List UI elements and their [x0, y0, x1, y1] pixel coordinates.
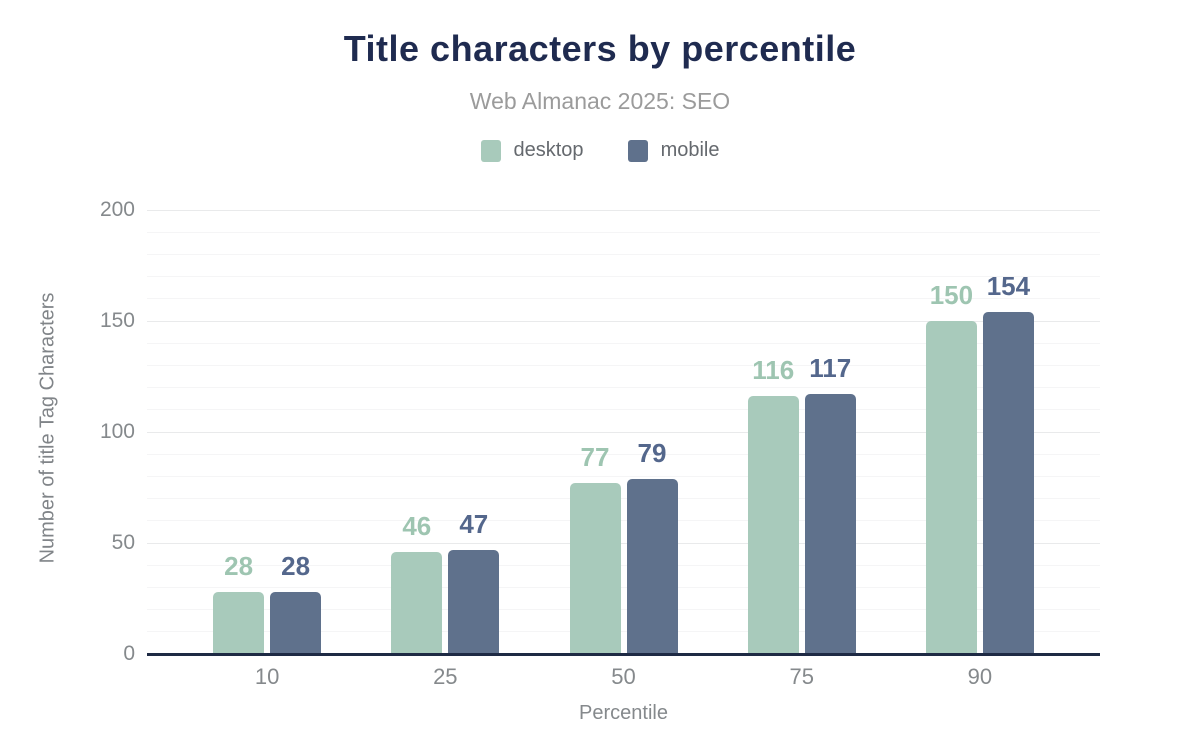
desktop-bar-value-label: 46	[402, 510, 432, 541]
bar-wrap-mobile: 79	[626, 440, 678, 654]
bar-group-50: 77 79	[534, 210, 712, 654]
mobile-swatch-icon	[627, 139, 648, 162]
gridline-minor	[147, 253, 1100, 255]
x-tick-label: 90	[967, 664, 993, 689]
x-axis-title: Percentile	[579, 702, 668, 724]
desktop-bar	[569, 483, 621, 654]
gridline-major	[147, 320, 1100, 322]
desktop-bar	[213, 591, 265, 654]
gridline-minor	[147, 276, 1100, 278]
legend-item-mobile: mobile	[627, 139, 720, 162]
legend: desktop mobile	[0, 139, 1200, 162]
gridline-major	[147, 431, 1100, 433]
gridline-minor	[147, 631, 1100, 633]
bar-wrap-mobile: 28	[270, 553, 322, 654]
mobile-bar-value-label: 47	[459, 508, 489, 539]
bar-pair: 116 117	[747, 355, 856, 654]
gridline-minor	[147, 364, 1100, 366]
gridline-minor	[147, 475, 1100, 477]
mobile-bar-value-label: 28	[281, 550, 311, 581]
desktop-bar	[747, 396, 799, 654]
y-tick-label: 100	[99, 420, 135, 443]
y-tick-label: 200	[99, 198, 135, 221]
mobile-bar	[448, 549, 500, 654]
gridline-minor	[147, 342, 1100, 344]
mobile-bar	[270, 591, 322, 654]
legend-label-mobile: mobile	[660, 139, 720, 161]
bar-wrap-desktop: 150	[925, 282, 977, 654]
gridline-minor	[147, 520, 1100, 522]
desktop-bar	[925, 321, 977, 654]
bar-wrap-desktop: 46	[391, 513, 443, 654]
bar-wrap-desktop: 28	[213, 553, 265, 654]
bar-groups: 28 28 46 47 77 79 116 117 150 154	[147, 210, 1100, 654]
x-tick-label: 75	[789, 664, 814, 689]
x-tick-label: 50	[611, 664, 636, 689]
bar-group-75: 116 117	[713, 210, 891, 654]
gridline-minor	[147, 409, 1100, 411]
bar-wrap-desktop: 77	[569, 444, 621, 654]
mobile-bar-value-label: 154	[986, 271, 1031, 302]
gridline-major	[147, 542, 1100, 544]
desktop-bar-value-label: 150	[929, 280, 974, 310]
bar-group-25: 46 47	[356, 210, 534, 654]
desktop-bar-value-label: 28	[224, 550, 254, 581]
x-tick-label: 10	[254, 664, 280, 689]
legend-label-desktop: desktop	[513, 139, 584, 161]
gridline-minor	[147, 298, 1100, 300]
bar-pair: 150 154	[925, 273, 1034, 654]
gridline-minor	[147, 498, 1100, 500]
gridline-minor	[147, 564, 1100, 566]
gridline-minor	[147, 387, 1100, 389]
bar-group-10: 28 28	[178, 210, 356, 654]
mobile-bar	[982, 312, 1034, 654]
bar-pair: 77 79	[569, 440, 678, 654]
bar-wrap-mobile: 154	[982, 273, 1034, 654]
chart-title: Title characters by percentile	[343, 28, 857, 69]
mobile-bar-value-label: 79	[637, 437, 667, 468]
plot-area: 28 28 46 47 77 79 116 117 150 154	[147, 209, 1100, 656]
y-axis-title: Number of title Tag Characters	[36, 292, 59, 564]
chart-subtitle: Web Almanac 2025: SEO	[469, 88, 731, 114]
bar-group-90: 150 154	[891, 210, 1069, 654]
gridline-minor	[147, 609, 1100, 611]
x-axis-line	[147, 653, 1100, 656]
y-tick-label: 50	[111, 531, 135, 554]
bar-wrap-mobile: 117	[804, 355, 856, 654]
bar-pair: 46 47	[391, 511, 500, 654]
desktop-swatch-icon	[480, 139, 501, 162]
mobile-bar-value-label: 117	[809, 353, 852, 384]
x-tick-label: 25	[433, 664, 458, 689]
gridline-minor	[147, 231, 1100, 233]
desktop-bar-value-label: 116	[752, 355, 795, 386]
gridline-minor	[147, 586, 1100, 588]
mobile-bar	[626, 478, 678, 654]
y-tick-label: 150	[99, 309, 135, 332]
bar-wrap-mobile: 47	[448, 511, 500, 654]
desktop-bar	[391, 551, 443, 654]
legend-item-desktop: desktop	[480, 139, 584, 162]
gridline-minor	[147, 453, 1100, 455]
bar-pair: 28 28	[213, 553, 322, 654]
x-axis-ticks: 10 25 50 75 90	[147, 664, 1100, 690]
gridline-major	[147, 209, 1100, 211]
bar-wrap-desktop: 116	[747, 357, 799, 654]
y-axis-ticks: 0 50 100 150 200	[0, 0, 135, 742]
mobile-bar	[804, 394, 856, 654]
y-tick-label: 0	[123, 642, 135, 665]
desktop-bar-value-label: 77	[580, 442, 610, 473]
